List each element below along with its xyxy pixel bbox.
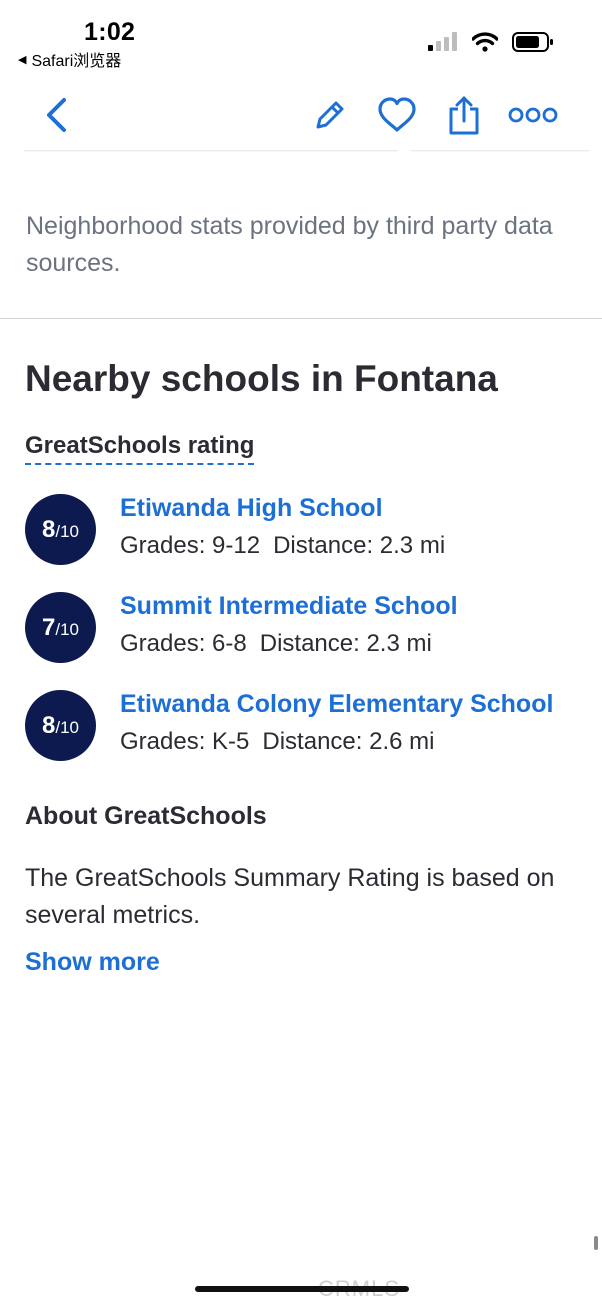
school-name-link[interactable]: Summit Intermediate School: [120, 592, 458, 620]
back-triangle-icon: ◀: [18, 53, 27, 66]
card-edge-shadow: [24, 150, 398, 152]
status-time: 1:02: [84, 18, 136, 46]
card-edge-shadow: [411, 150, 589, 152]
school-distance: Distance: 2.3 mi: [259, 630, 432, 657]
show-more-link[interactable]: Show more: [25, 948, 160, 976]
section-divider: [0, 318, 602, 319]
school-name-link[interactable]: Etiwanda Colony Elementary School: [120, 690, 554, 718]
rating-scale: /10: [55, 619, 79, 639]
greatschools-rating-tooltip-trigger[interactable]: GreatSchools rating: [25, 432, 255, 465]
school-grades: Grades: 6-8: [120, 630, 247, 657]
top-toolbar: [0, 90, 602, 146]
back-to-safari-label: Safari浏览器: [31, 53, 122, 70]
status-icons: [428, 32, 554, 52]
share-icon: [449, 96, 479, 135]
school-name-link[interactable]: Etiwanda High School: [120, 494, 383, 522]
rating-badge: 7/10: [25, 592, 96, 663]
school-grades: Grades: 9-12: [120, 532, 261, 559]
more-icon: [508, 107, 558, 123]
rating-scale: /10: [55, 521, 79, 541]
rating-badge: 8/10: [25, 690, 96, 761]
favorite-button[interactable]: [372, 90, 422, 140]
favorite-heart-icon: [378, 97, 416, 132]
rating-value: 8: [42, 711, 56, 739]
school-distance: Distance: 2.6 mi: [262, 728, 435, 755]
rating-scale: /10: [55, 717, 79, 737]
rating-value: 7: [42, 613, 56, 641]
neighborhood-stats-disclaimer: Neighborhood stats provided by third par…: [26, 212, 553, 277]
school-grades: Grades: K-5: [120, 728, 250, 755]
school-meta: Grades: 9-12 Distance: 2.3 mi: [120, 532, 445, 560]
home-indicator[interactable]: [195, 1286, 409, 1292]
back-button[interactable]: [32, 90, 82, 140]
battery-icon: [512, 32, 553, 52]
cellular-signal-icon: [428, 32, 457, 51]
school-meta: Grades: K-5 Distance: 2.6 mi: [120, 728, 434, 756]
scroll-indicator[interactable]: [594, 1236, 598, 1250]
nearby-schools-title: Nearby schools in Fontana: [25, 358, 498, 399]
about-greatschools-text: The GreatSchools Summary Rating is based…: [25, 864, 555, 929]
school-item: 8/10 Etiwanda Colony Elementary School G…: [25, 690, 585, 764]
school-item: 7/10 Summit Intermediate School Grades: …: [25, 592, 585, 666]
school-meta: Grades: 6-8 Distance: 2.3 mi: [120, 630, 432, 658]
edit-pencil-icon: [316, 101, 344, 129]
wifi-icon: [472, 32, 498, 52]
edit-button[interactable]: [305, 90, 355, 140]
share-button[interactable]: [439, 90, 489, 140]
more-button[interactable]: [506, 90, 560, 140]
school-distance: Distance: 2.3 mi: [273, 532, 446, 559]
rating-badge: 8/10: [25, 494, 96, 565]
back-to-safari-link[interactable]: ◀ Safari浏览器: [18, 47, 121, 71]
back-chevron-icon: [47, 98, 66, 132]
rating-value: 8: [42, 515, 56, 543]
about-greatschools-title: About GreatSchools: [25, 802, 267, 830]
school-item: 8/10 Etiwanda High School Grades: 9-12 Di…: [25, 494, 585, 568]
